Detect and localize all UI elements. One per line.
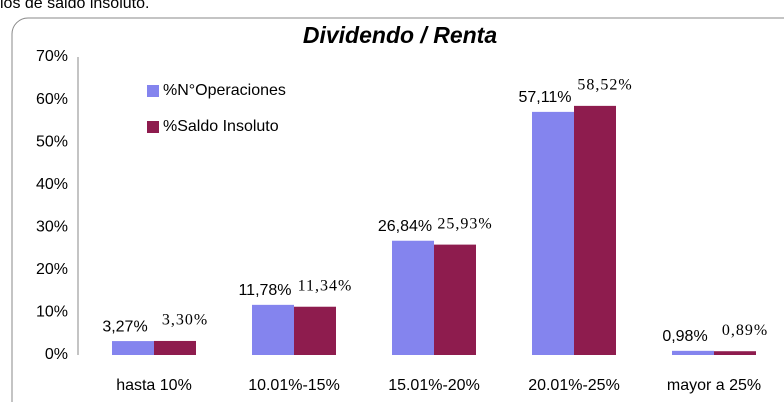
y-tick-label: 20%	[36, 261, 68, 278]
bar	[392, 240, 434, 355]
value-label: 25,93%	[437, 215, 492, 232]
bar	[714, 351, 756, 355]
y-tick-label: 30%	[36, 219, 68, 236]
value-label: 0,89%	[722, 322, 768, 339]
y-tick-label: 70%	[36, 48, 68, 65]
legend-swatch	[147, 85, 159, 97]
x-tick-label: mayor a 25%	[667, 377, 761, 394]
value-label: 3,27%	[102, 318, 147, 335]
x-tick-label: 15.01%-20%	[388, 377, 480, 394]
bar	[532, 111, 574, 355]
bar	[252, 304, 294, 355]
bar	[154, 340, 196, 355]
legend-swatch	[147, 121, 159, 133]
value-label: 0,98%	[662, 328, 707, 345]
legend-label: %N°Operaciones	[163, 82, 286, 99]
y-tick-label: 40%	[36, 176, 68, 193]
x-tick-label: 10.01%-15%	[248, 377, 340, 394]
x-tick-label: hasta 10%	[116, 377, 192, 394]
value-label: 3,30%	[162, 312, 208, 329]
value-label: 57,11%	[518, 89, 571, 106]
caption-fragment: ios de saldo insoluto.	[0, 0, 149, 12]
bar	[294, 306, 336, 355]
y-tick-label: 50%	[36, 133, 68, 150]
value-label: 11,34%	[298, 277, 353, 294]
value-label: 11,78%	[238, 282, 291, 299]
value-label: 26,84%	[378, 218, 432, 235]
legend-label: %Saldo Insoluto	[163, 118, 279, 135]
y-tick-label: 10%	[36, 304, 68, 321]
value-label: 58,52%	[577, 77, 632, 94]
y-tick-label: 60%	[36, 91, 68, 108]
x-tick-label: 20.01%-25%	[528, 377, 620, 394]
y-tick-label: 0%	[45, 346, 68, 363]
bar	[112, 341, 154, 355]
chart-title: Dividendo / Renta	[303, 22, 497, 48]
bar	[672, 350, 714, 355]
bar	[434, 244, 476, 355]
bar	[574, 105, 616, 355]
